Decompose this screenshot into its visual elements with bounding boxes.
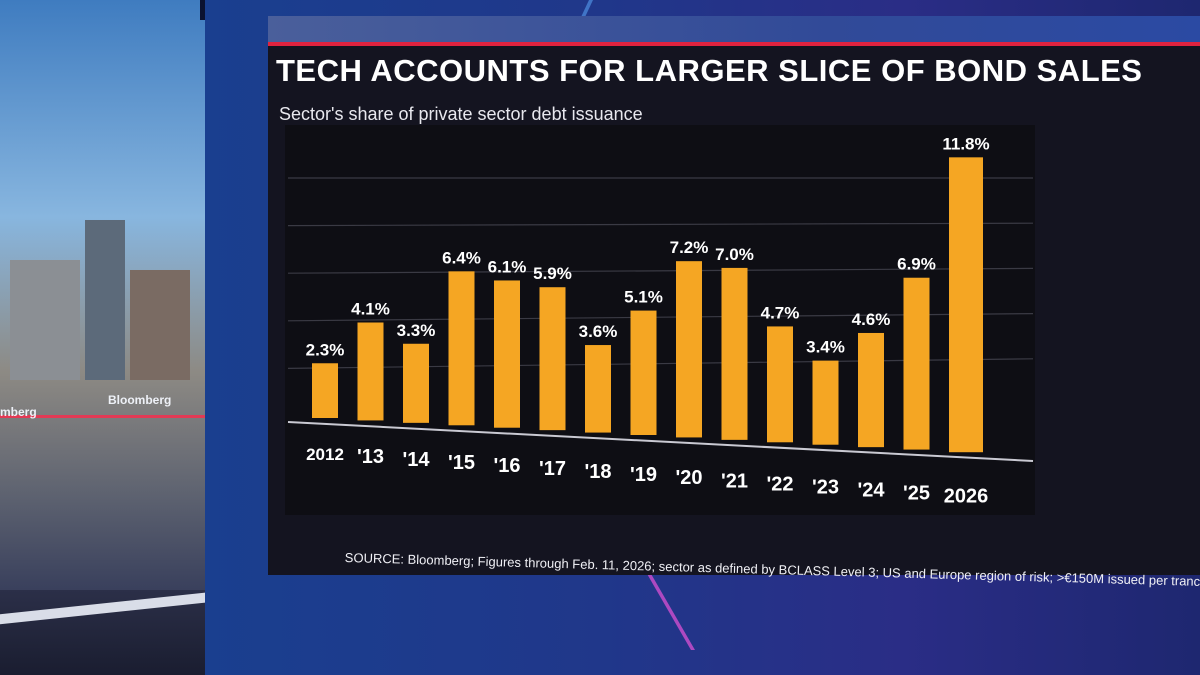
value-labels: 2.3% 4.1% 3.3% 6.4% 6.1% 5.9% 3.6% 5.1% 7.2% 7.0%… [306,134,990,359]
bar-16 [494,280,520,428]
bar-2012 [312,363,338,418]
x-tick-label: '18 [584,461,611,483]
x-tick-label: '16 [493,455,520,477]
x-tick-label: '25 [903,482,930,504]
bars [312,157,983,453]
value-label: 4.6% [852,310,891,329]
x-axis-baseline [287,421,1034,462]
value-label: 6.4% [442,248,481,267]
value-label: 5.9% [533,264,572,283]
gridline [287,222,1034,227]
x-tick-label: '22 [766,473,793,495]
value-label: 2.3% [306,340,345,359]
x-tick-label: '13 [357,446,384,468]
background-left-monitor: mberg Bloomberg [0,0,218,620]
value-label: 7.2% [670,238,709,257]
x-tick-label: 2026 [944,486,989,508]
background-logo: Bloomberg [108,393,172,407]
bar-17 [539,287,566,431]
gridline [287,267,1034,274]
bar-25 [903,277,930,450]
x-tick-label: '20 [675,467,702,489]
bar-22 [767,326,793,443]
bar-13 [357,322,384,421]
bar-18 [585,345,611,433]
background-building [130,270,190,380]
x-tick-label: '15 [448,452,475,474]
x-tick-label: '23 [812,476,839,498]
value-label: 4.1% [351,300,390,319]
value-label: 7.0% [715,245,754,264]
bar-21 [721,267,748,440]
x-tick-label: '24 [857,479,885,501]
value-label: 6.9% [897,255,936,274]
chart-accent-line [268,42,1200,46]
x-tick-label: 2012 [306,445,344,464]
x-tick-label: '19 [630,464,657,486]
bar-14 [403,343,429,423]
x-tick-label: '17 [539,458,566,480]
value-label: 5.1% [624,288,663,307]
background-building [10,260,80,380]
x-tick-labels: 2012 '13 '14 '15 '16 '17 '18 '19 '20 '21 '22 '23 '24… [306,445,988,508]
bar-24 [858,332,884,448]
background-red-line [0,415,215,418]
value-label: 3.6% [579,322,618,341]
x-tick-label: '14 [402,449,430,471]
bar-20 [676,261,702,438]
bar-2026 [949,157,983,453]
x-tick-label: '21 [721,470,748,492]
bar-19 [630,310,657,435]
chart-title: TECH ACCOUNTS FOR LARGER SLICE OF BOND S… [276,53,1143,88]
value-label: 3.3% [397,321,436,340]
value-label: 11.8% [942,134,989,153]
bar-15 [448,271,475,426]
value-label: 3.4% [806,338,845,357]
value-label: 6.1% [488,257,527,276]
value-label: 4.7% [761,303,800,322]
chart-subtitle: Sector's share of private sector debt is… [279,104,643,124]
background-building [85,220,125,380]
bar-23 [812,360,839,445]
background-logo-partial: mberg [0,405,37,419]
